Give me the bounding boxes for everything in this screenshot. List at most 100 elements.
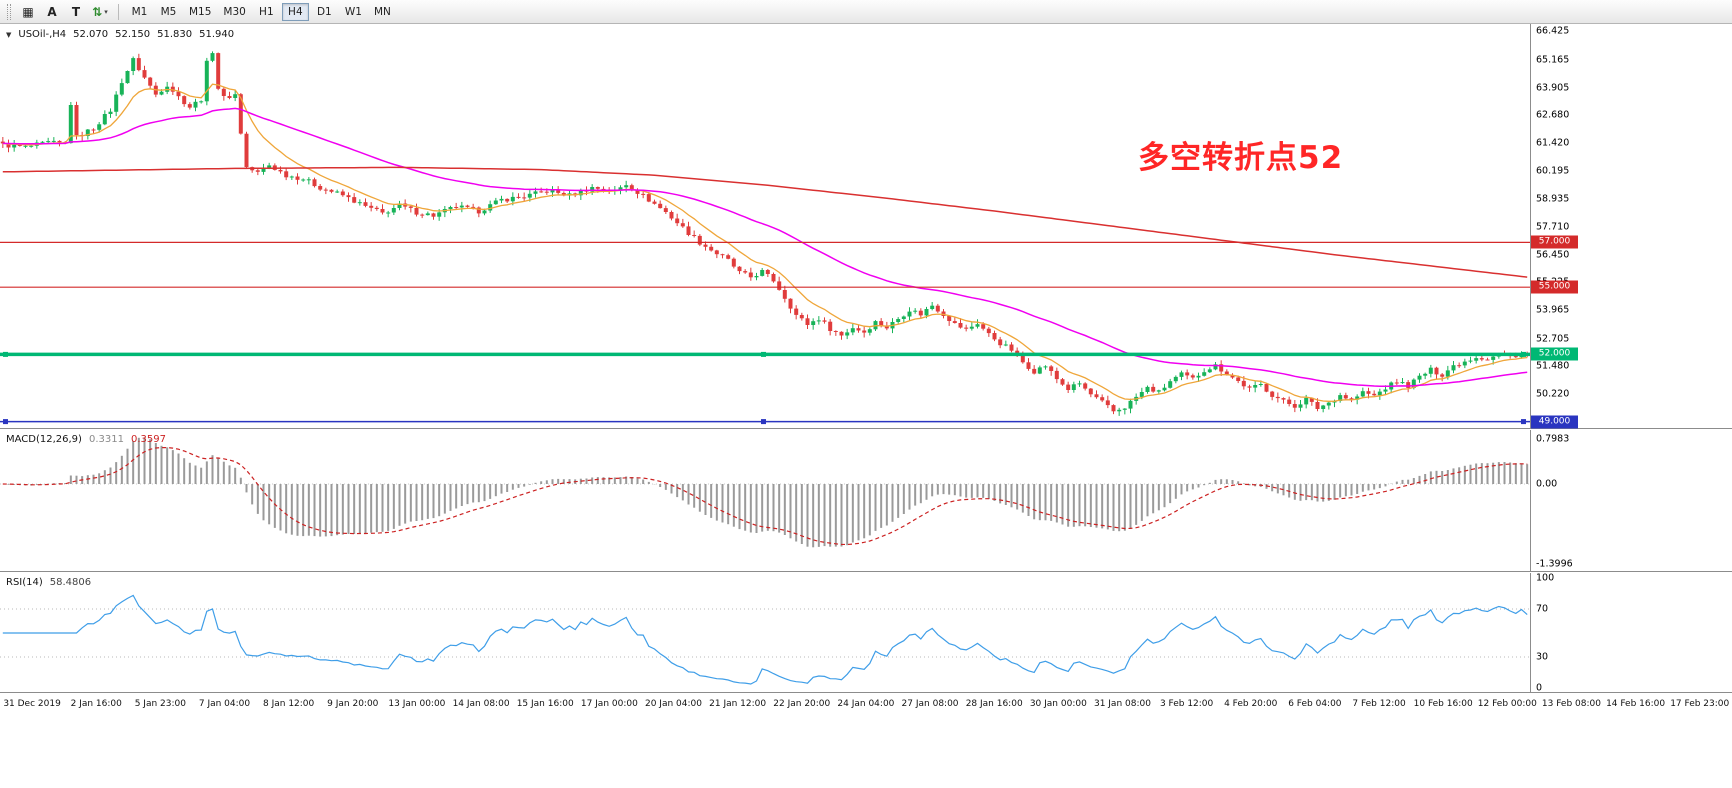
price-axis-label: 52.705 xyxy=(1536,333,1570,345)
price-axis-label: 63.905 xyxy=(1536,82,1570,94)
candle-body xyxy=(1275,396,1280,399)
toolbar-separator xyxy=(118,3,119,20)
ma-red-line[interactable] xyxy=(2,166,1528,278)
candle-body xyxy=(1156,390,1161,392)
timeframe-h1-button[interactable]: H1 xyxy=(259,5,274,18)
line-handle[interactable] xyxy=(3,351,8,357)
timeframe-m1-button[interactable]: M1 xyxy=(131,5,148,18)
candle-body xyxy=(1434,367,1439,375)
time-axis-label: 7 Jan 04:00 xyxy=(198,699,251,709)
candle-body xyxy=(306,179,311,181)
price-axis[interactable]: 66.425 65.165 63.905 62.680 61.420 60.195 58.9… xyxy=(1530,24,1732,429)
rsi-axis[interactable]: 100 70 30 0 xyxy=(1530,572,1732,694)
candle-body xyxy=(561,193,566,196)
candle-body xyxy=(23,145,28,147)
timeframe-m15-button[interactable]: M15 xyxy=(189,5,212,18)
candle-body xyxy=(709,246,714,251)
candle-body xyxy=(964,327,969,329)
main-chart[interactable] xyxy=(0,24,1530,429)
macd-panel[interactable]: 0.7983 0.00 -1.3996 MACD(12,26,9) 0.3311 0… xyxy=(0,430,1732,572)
candle-body xyxy=(17,144,22,146)
scale-tool-button[interactable]: ⇅ ▾ xyxy=(89,2,111,22)
charts-grid-button[interactable]: ▦ xyxy=(17,2,39,22)
candle-body xyxy=(46,141,51,143)
candle-body xyxy=(216,53,221,89)
macd-axis[interactable]: 0.7983 0.00 -1.3996 xyxy=(1530,430,1732,571)
ohlc-low: 51.830 xyxy=(157,29,193,40)
candle-body xyxy=(930,305,935,309)
time-axis-label: 17 Feb 23:00 xyxy=(1670,699,1730,709)
macd-chart[interactable] xyxy=(0,430,1530,572)
cursor-tool-a-button[interactable]: A xyxy=(41,2,63,22)
candle-body xyxy=(646,194,651,202)
main-chart-panel[interactable]: 66.425 65.165 63.905 62.680 61.420 60.195 58.9… xyxy=(0,24,1732,429)
timeframe-h4-button[interactable]: H4 xyxy=(281,2,309,21)
toolbar-drag-handle[interactable] xyxy=(7,3,11,20)
candle-body xyxy=(51,140,56,142)
candle-body xyxy=(493,200,498,205)
scale-tool: ⇅ xyxy=(92,4,103,19)
candle-body xyxy=(669,212,674,219)
candle-body xyxy=(68,105,73,144)
candle-body xyxy=(102,114,107,125)
line-handle[interactable] xyxy=(1521,419,1526,425)
candle-body xyxy=(74,105,79,135)
rsi-axis-label: 100 xyxy=(1536,572,1555,584)
candle-body xyxy=(1372,393,1377,396)
symbol-ohlc-line: ▼ USOil-,H4 52.070 52.150 51.830 51.940 xyxy=(6,29,234,40)
candle-body xyxy=(918,310,923,316)
time-axis-label: 22 Jan 20:00 xyxy=(773,699,831,709)
candle-body xyxy=(1377,391,1382,396)
line-handle[interactable] xyxy=(3,419,8,425)
price-axis-label: 62.680 xyxy=(1536,109,1570,121)
candle-body xyxy=(193,101,198,108)
candle-body xyxy=(1230,375,1235,378)
rsi-chart[interactable] xyxy=(0,573,1530,693)
candle-body xyxy=(363,202,368,206)
timeframe-m5-button[interactable]: M5 xyxy=(160,5,177,18)
candle-body xyxy=(1394,382,1399,384)
rsi-axis-label: 30 xyxy=(1536,651,1549,663)
line-handle[interactable] xyxy=(1521,351,1526,357)
candle-body xyxy=(782,290,787,299)
candle-body xyxy=(108,111,113,114)
candle-body xyxy=(720,254,725,256)
ma-magenta-line[interactable] xyxy=(2,107,1528,388)
time-axis-label: 5 Jan 23:00 xyxy=(134,699,186,709)
timeframe-w1-button[interactable]: W1 xyxy=(344,5,362,18)
candle-body xyxy=(947,315,952,321)
price-axis-label: 58.935 xyxy=(1536,193,1570,205)
timeframe-mn-button[interactable]: MN xyxy=(373,5,391,18)
candle-body xyxy=(629,185,634,191)
candle-body xyxy=(624,185,629,188)
rsi-panel[interactable]: 100 70 30 0 RSI(14) 58.4806 xyxy=(0,572,1732,694)
candle-body xyxy=(408,206,413,208)
candle-body xyxy=(1003,344,1008,346)
line-handle[interactable] xyxy=(761,419,766,425)
candle-body xyxy=(952,321,957,323)
candle-body xyxy=(431,213,436,217)
line-handle[interactable] xyxy=(761,351,766,357)
candle-body xyxy=(635,190,640,194)
timeframe-m30-button[interactable]: M30 xyxy=(223,5,246,18)
candle-body xyxy=(1383,389,1388,392)
candle-body xyxy=(743,271,748,273)
timeframe-d1-button[interactable]: D1 xyxy=(316,5,332,18)
candle-body xyxy=(1457,365,1462,367)
candle-body xyxy=(771,274,776,282)
time-axis-label: 24 Jan 04:00 xyxy=(837,699,895,709)
ma-orange-line[interactable] xyxy=(2,83,1528,402)
time-axis-label: 15 Jan 16:00 xyxy=(516,699,574,709)
price-tag-55.000: 55.000 xyxy=(1531,280,1578,294)
candle-body xyxy=(465,205,470,207)
candle-body xyxy=(1185,372,1190,376)
annotation-text[interactable]: 多空转折点52 xyxy=(1138,140,1344,176)
time-axis[interactable]: 31 Dec 2019 2 Jan 16:00 5 Jan 23:00 7 Jan 0… xyxy=(0,694,1732,716)
collapse-arrow-icon[interactable]: ▼ xyxy=(6,30,12,39)
price-axis-label: 50.220 xyxy=(1536,388,1570,400)
text-tool-button[interactable]: T xyxy=(65,2,87,22)
candle-body xyxy=(703,244,708,247)
candle-body xyxy=(539,191,544,193)
candle-body xyxy=(845,332,850,336)
time-axis-label: 6 Feb 04:00 xyxy=(1288,699,1342,709)
